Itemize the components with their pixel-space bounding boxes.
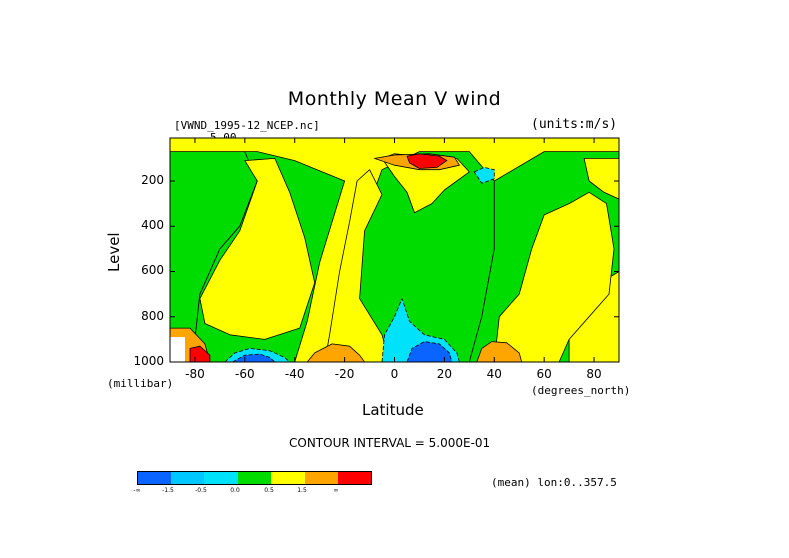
x-tick-label: -80 xyxy=(185,367,205,381)
colorbar-label: -∞ xyxy=(133,487,141,494)
region-orange-bottom-central xyxy=(306,343,366,362)
x-tick-label: -20 xyxy=(334,367,355,381)
colorbar-swatch xyxy=(338,471,372,485)
x-axis-title: Latitude xyxy=(362,401,424,419)
y-tick-label: 200 xyxy=(141,172,164,187)
x-tick-label: 60 xyxy=(536,367,552,381)
colorbar-swatch xyxy=(204,471,238,485)
colorbar-label: 0.5 xyxy=(264,487,274,494)
y-axis-unit: (millibar) xyxy=(107,377,174,390)
x-tick-label: 20 xyxy=(436,367,453,381)
region-white-missing xyxy=(170,337,185,362)
y-axis-title: Level xyxy=(105,232,123,272)
units-label: (units:m/s) xyxy=(531,117,618,132)
x-axis-unit: (degrees_north) xyxy=(531,384,631,397)
colorbar-swatch xyxy=(170,471,204,485)
region-yellow-west xyxy=(199,157,316,340)
region-blue-south xyxy=(231,353,276,362)
contour-interval: CONTOUR INTERVAL = 5.000E-01 xyxy=(289,436,491,450)
y-tick-label: 400 xyxy=(141,218,164,233)
colorbar-label: 1.5 xyxy=(297,487,307,494)
region-yellow-east-edge xyxy=(583,157,619,200)
dataset-label: [VWND_1995-12_NCEP.nc] xyxy=(174,119,320,132)
colorbar-label: ∞ xyxy=(333,487,339,494)
region-blue-tropics xyxy=(406,341,453,362)
x-tick-label: -60 xyxy=(235,367,255,381)
colorbar-swatch xyxy=(137,471,171,485)
y-tick-label: 600 xyxy=(141,263,164,278)
colorbar-label: -0.5 xyxy=(195,487,207,494)
colorbar-swatch xyxy=(237,471,271,485)
footnote: (mean) lon:0..357.5 xyxy=(491,476,617,489)
colorbar-label: 0.0 xyxy=(230,487,240,494)
y-tick-label: 800 xyxy=(141,308,164,323)
colorbar-swatch xyxy=(271,471,305,485)
region-orange-bottom-north xyxy=(476,341,523,362)
region-cyan-top-north xyxy=(473,166,495,184)
colorbar-swatch xyxy=(304,471,338,485)
x-tick-label: 80 xyxy=(586,367,602,381)
x-tick-label: -40 xyxy=(284,367,305,381)
x-tick-label: 0 xyxy=(390,367,399,381)
x-tick-label: 40 xyxy=(486,367,502,381)
region-yellow-central xyxy=(324,169,390,362)
y-tick-label: 1000 xyxy=(133,354,164,368)
region-yellow-north xyxy=(493,191,615,362)
region-red-top xyxy=(406,153,448,169)
colorbar-label: -1.5 xyxy=(162,487,174,494)
chart-title: Monthly Mean V wind xyxy=(287,88,502,110)
